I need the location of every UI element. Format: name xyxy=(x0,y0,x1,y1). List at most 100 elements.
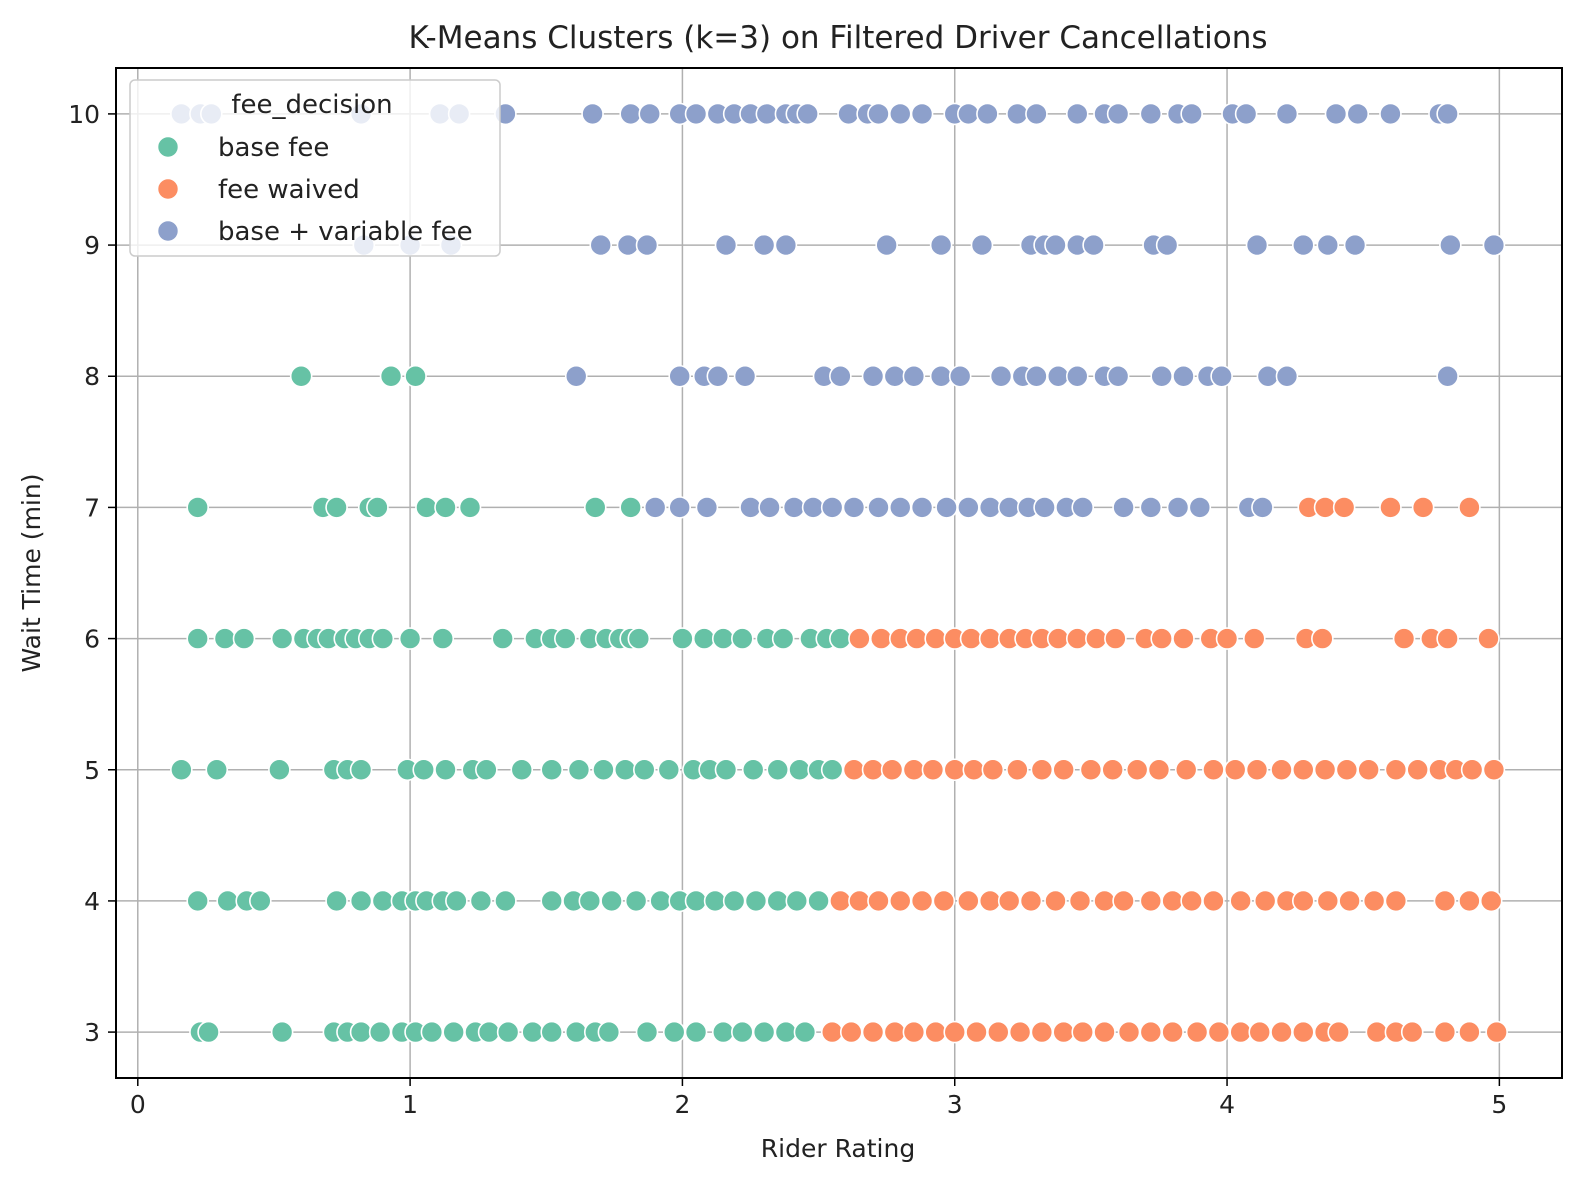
data-point-base-variable-fee xyxy=(842,496,866,519)
data-point-base-variable-fee xyxy=(638,102,662,126)
data-point-fee-waived xyxy=(1046,627,1070,650)
data-point-base-variable-fee xyxy=(957,496,980,519)
data-point-fee-waived xyxy=(943,758,967,782)
y-tick-label: 5 xyxy=(84,756,100,785)
data-point-fee-waived xyxy=(1400,1020,1424,1044)
data-point-fee-waived xyxy=(1071,1020,1095,1044)
data-point-fee-waived xyxy=(1379,496,1402,519)
data-point-base-fee xyxy=(349,758,373,782)
data-point-fee-waived xyxy=(924,1020,947,1044)
data-point-fee-waived xyxy=(1150,627,1173,650)
data-point-fee-waived xyxy=(1202,889,1225,913)
data-point-fee-waived xyxy=(1406,758,1429,782)
data-point-fee-waived xyxy=(1291,758,1315,782)
data-point-base-fee xyxy=(491,627,514,650)
data-point-fee-waived xyxy=(1311,627,1334,650)
data-point-fee-waived xyxy=(1180,889,1203,913)
data-point-base-variable-fee xyxy=(935,496,958,519)
data-point-fee-waived xyxy=(1485,1020,1508,1044)
data-point-base-variable-fee xyxy=(1065,102,1089,126)
legend-label-fee-waived: fee waived xyxy=(218,175,360,205)
data-point-fee-waived xyxy=(1458,889,1481,913)
data-point-fee-waived xyxy=(1458,496,1481,519)
data-point-fee-waived xyxy=(1460,758,1484,782)
data-point-base-variable-fee xyxy=(1251,496,1274,519)
data-point-fee-waived xyxy=(1362,889,1386,913)
y-tick-label: 10 xyxy=(68,100,100,129)
data-point-base-fee xyxy=(578,889,602,913)
data-point-base-fee xyxy=(496,1020,520,1044)
data-point-fee-waived xyxy=(1139,889,1163,913)
data-point-fee-waived xyxy=(1185,1020,1209,1044)
data-point-fee-waived xyxy=(880,758,904,782)
data-point-base-variable-fee xyxy=(867,102,890,126)
data-point-fee-waived xyxy=(1085,627,1108,650)
data-point-fee-waived xyxy=(869,627,893,650)
data-point-base-fee xyxy=(270,1020,294,1044)
data-point-base-variable-fee xyxy=(1379,102,1402,126)
data-point-base-fee xyxy=(774,1020,798,1044)
data-point-base-variable-fee xyxy=(1482,233,1506,257)
data-point-fee-waived xyxy=(1052,1020,1075,1044)
data-point-base-variable-fee xyxy=(1436,364,1459,388)
data-point-base-variable-fee xyxy=(733,364,757,388)
data-point-base-fee xyxy=(731,1020,754,1044)
data-point-fee-waived xyxy=(820,1020,844,1044)
data-point-base-fee xyxy=(627,627,651,650)
data-point-base-variable-fee xyxy=(1106,364,1130,388)
data-point-base-fee xyxy=(592,758,615,782)
data-point-fee-waived xyxy=(888,889,912,913)
data-point-base-variable-fee xyxy=(1234,102,1258,126)
data-point-base-variable-fee xyxy=(970,233,994,257)
data-point-base-fee xyxy=(632,758,656,782)
data-point-base-fee xyxy=(766,758,790,782)
data-point-base-fee xyxy=(469,889,493,913)
data-point-fee-waived xyxy=(1174,758,1198,782)
data-point-base-fee xyxy=(649,889,672,913)
data-point-fee-waived xyxy=(902,1020,926,1044)
data-point-base-fee xyxy=(349,1020,373,1044)
data-point-base-fee xyxy=(366,496,389,519)
data-point-fee-waived xyxy=(861,1020,885,1044)
data-point-base-fee xyxy=(475,758,498,782)
data-point-fee-waived xyxy=(1044,889,1067,913)
data-point-fee-waived xyxy=(1291,889,1315,913)
data-point-fee-waived xyxy=(1207,1020,1231,1044)
data-point-base-fee xyxy=(371,627,395,650)
data-point-fee-waived xyxy=(1458,1020,1481,1044)
data-point-fee-waived xyxy=(910,889,934,913)
data-point-base-fee xyxy=(731,627,754,650)
points-layer xyxy=(170,102,1508,1044)
data-point-fee-waived xyxy=(1253,889,1277,913)
data-point-base-variable-fee xyxy=(957,102,980,126)
data-point-fee-waived xyxy=(962,758,986,782)
data-point-base-variable-fee xyxy=(801,496,825,519)
data-point-base-fee xyxy=(268,758,291,782)
data-point-base-fee xyxy=(820,758,844,782)
data-point-fee-waived xyxy=(1245,758,1269,782)
data-point-base-variable-fee xyxy=(1275,102,1299,126)
data-point-base-variable-fee xyxy=(1324,102,1348,126)
data-point-base-fee xyxy=(711,1020,735,1044)
data-point-base-variable-fee xyxy=(867,496,890,519)
data-point-base-variable-fee xyxy=(1139,496,1163,519)
data-point-fee-waived xyxy=(1316,889,1340,913)
data-point-base-fee xyxy=(744,889,768,913)
data-point-base-fee xyxy=(368,1020,392,1044)
data-point-base-variable-fee xyxy=(1046,364,1070,388)
legend-label-base-variable-fee: base + variable fee xyxy=(218,217,473,247)
data-point-base-fee xyxy=(412,758,436,782)
data-point-base-variable-fee xyxy=(635,233,659,257)
data-point-base-variable-fee xyxy=(997,496,1021,519)
data-point-fee-waived xyxy=(839,1020,863,1044)
data-point-fee-waived xyxy=(921,758,945,782)
data-point-base-fee xyxy=(766,889,790,913)
data-point-fee-waived xyxy=(1125,758,1149,782)
data-point-base-variable-fee xyxy=(829,364,852,388)
data-point-base-variable-fee xyxy=(589,233,613,257)
data-point-base-fee xyxy=(600,889,623,913)
data-point-fee-waived xyxy=(997,889,1021,913)
data-point-base-variable-fee xyxy=(581,102,604,126)
data-point-fee-waived xyxy=(1332,496,1356,519)
